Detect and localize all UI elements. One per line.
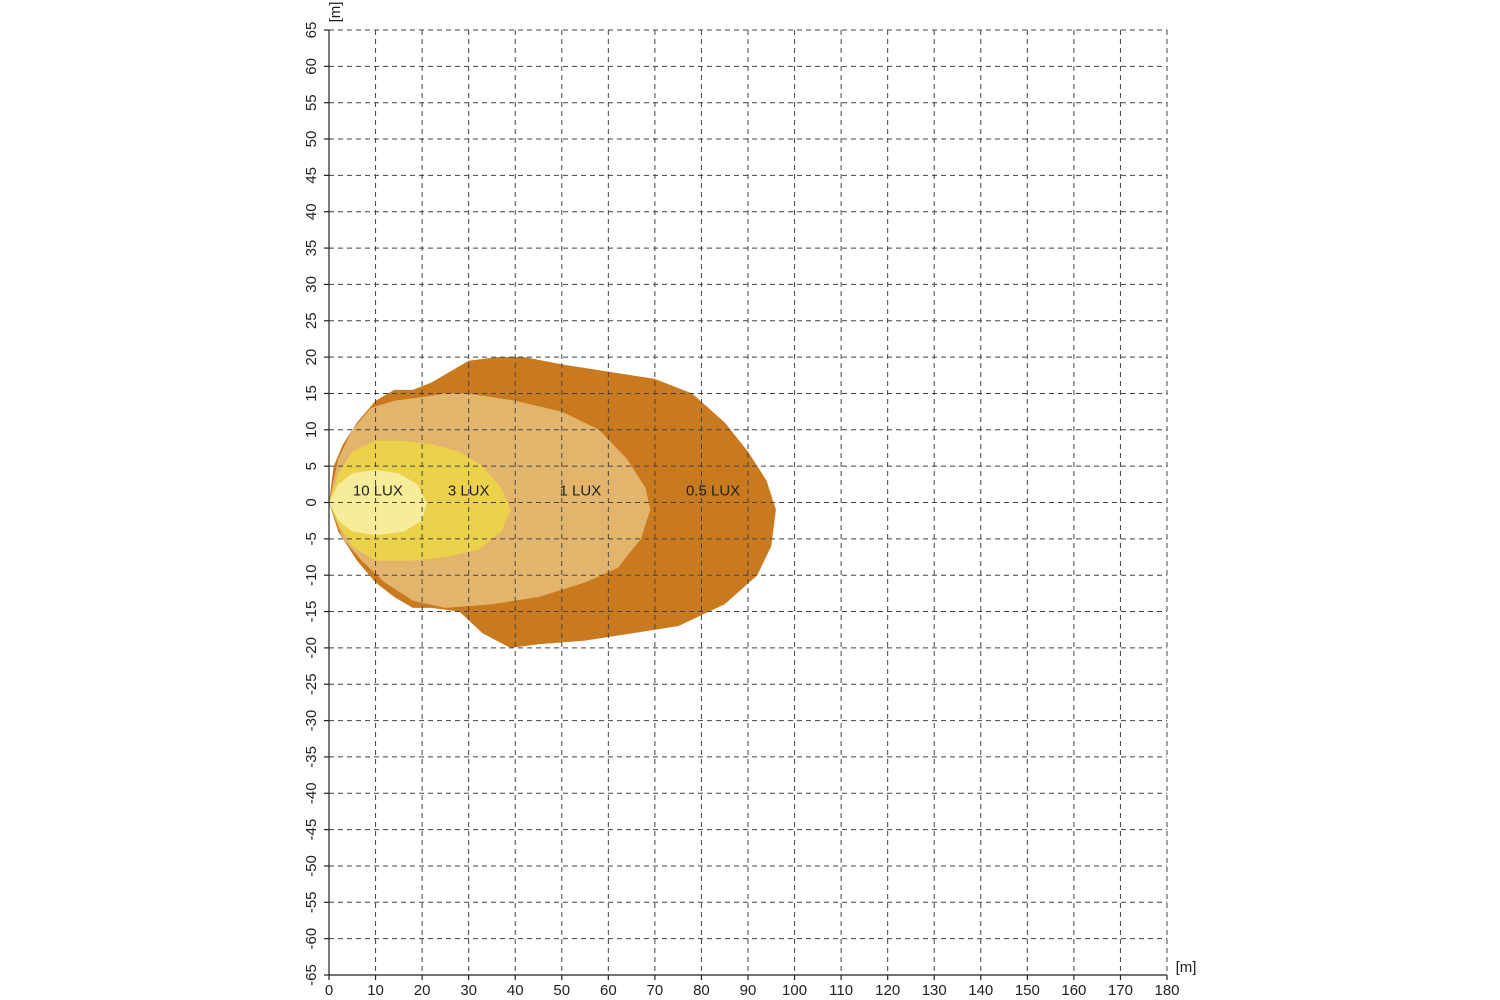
y-tick-label: 60 (303, 58, 320, 75)
y-tick-label: -40 (303, 782, 320, 804)
x-tick-label: 0 (325, 982, 333, 999)
y-tick-label: -25 (303, 673, 320, 695)
y-tick-label: -55 (303, 891, 320, 913)
zone-label: 10 LUX (353, 482, 403, 499)
x-tick-label: 10 (367, 982, 384, 999)
x-tick-label: 170 (1108, 982, 1133, 999)
x-tick-label: 130 (922, 982, 947, 999)
y-tick-label: 20 (303, 349, 320, 366)
x-tick-label: 20 (414, 982, 431, 999)
y-tick-label: 45 (303, 167, 320, 184)
y-tick-label: -15 (303, 601, 320, 623)
x-tick-label: 90 (740, 982, 757, 999)
y-tick-label: -50 (303, 855, 320, 877)
x-tick-label: 30 (460, 982, 477, 999)
x-tick-label: 160 (1061, 982, 1086, 999)
zone-label: 0.5 LUX (686, 482, 740, 499)
x-tick-label: 40 (507, 982, 524, 999)
y-tick-label: 35 (303, 240, 320, 257)
y-tick-label: -20 (303, 637, 320, 659)
y-tick-label: 50 (303, 131, 320, 148)
y-tick-label: 15 (303, 385, 320, 402)
x-axis-label: [m] (1176, 959, 1197, 976)
x-tick-label: 50 (553, 982, 570, 999)
x-tick-label: 120 (875, 982, 900, 999)
y-axis-label: [m] (327, 2, 344, 23)
zone-label: 1 LUX (560, 482, 602, 499)
x-tick-label: 110 (829, 982, 853, 999)
y-tick-label: 25 (303, 312, 320, 329)
y-tick-label: 40 (303, 203, 320, 220)
x-tick-label: 140 (968, 982, 993, 999)
x-tick-label: 80 (693, 982, 710, 999)
x-tick-label: 150 (1015, 982, 1040, 999)
y-tick-label: 5 (303, 462, 320, 470)
x-tick-label: 70 (647, 982, 664, 999)
y-tick-label: -45 (303, 819, 320, 841)
y-tick-label: -60 (303, 928, 320, 950)
y-tick-label: -35 (303, 746, 320, 768)
y-tick-label: -65 (303, 964, 320, 986)
x-tick-label: 100 (782, 982, 807, 999)
y-tick-label: 55 (303, 94, 320, 111)
x-tick-label: 60 (600, 982, 617, 999)
y-tick-label: -5 (303, 532, 320, 545)
y-tick-label: 0 (303, 498, 320, 506)
y-tick-label: 65 (303, 22, 320, 39)
x-tick-label: 180 (1154, 982, 1179, 999)
y-tick-label: 30 (303, 276, 320, 293)
y-tick-label: -10 (303, 564, 320, 586)
y-tick-label: 10 (303, 421, 320, 438)
zone-label: 3 LUX (448, 482, 490, 499)
y-tick-label: -30 (303, 710, 320, 732)
